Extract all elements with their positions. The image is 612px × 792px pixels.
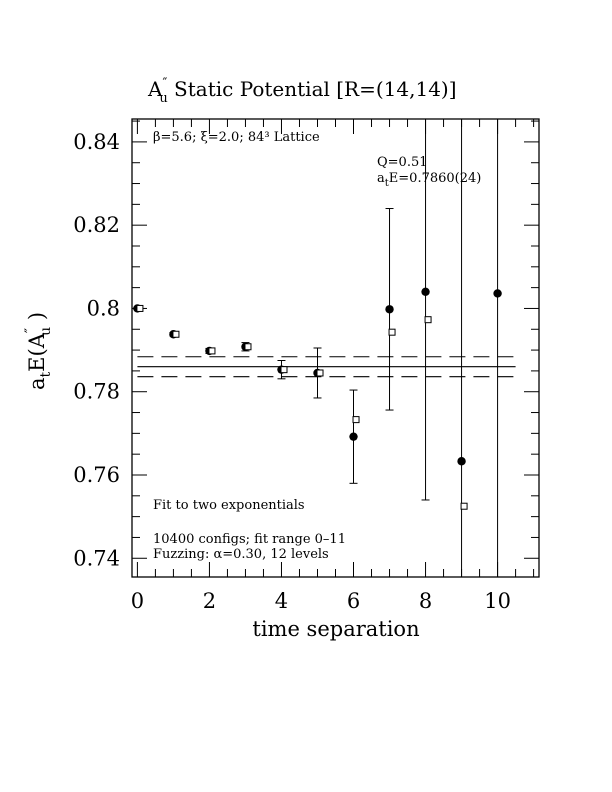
data-point-filled (421, 287, 430, 296)
x-tick-label: 6 (347, 589, 360, 613)
fuzzing-annotation: Fuzzing: α=0.30, 12 levels (153, 547, 329, 562)
chart-title: A″ u Static Potential [R=(14,14)] (147, 76, 457, 106)
data-point-open (208, 347, 216, 355)
data-point-open (316, 369, 324, 377)
data-point-open (352, 416, 360, 424)
data-point-filled (457, 457, 466, 466)
data-point-open (172, 330, 180, 338)
x-tick-label: 0 (131, 589, 144, 613)
lattice-annotation: β=5.6; ξ=2.0; 84³ Lattice (153, 130, 320, 145)
configs-annotation: 10400 configs; fit range 0–11 (153, 532, 346, 547)
y-tick-label: 0.76 (73, 463, 120, 487)
data-point-open (244, 343, 252, 351)
x-tick-label: 8 (419, 589, 432, 613)
y-tick-label: 0.8 (87, 296, 120, 320)
x-tick-label: 2 (203, 589, 216, 613)
energy-annotation: atE=0.7860(24) (377, 171, 481, 189)
x-axis-title: time separation (252, 617, 419, 641)
x-tick-label: 10 (484, 589, 511, 613)
fit-method-annotation: Fit to two exponentials (153, 498, 305, 513)
q-value-annotation: Q=0.51 (377, 155, 428, 170)
y-tick-label: 0.82 (73, 213, 120, 237)
y-tick-label: 0.78 (73, 380, 120, 404)
data-point-filled (349, 432, 358, 441)
y-axis-title: atE(A″u ) (23, 312, 54, 390)
y-tick-label: 0.84 (73, 130, 120, 154)
x-tick-label: 4 (275, 589, 288, 613)
data-point-open (424, 316, 432, 324)
data-point-filled (493, 289, 502, 298)
y-tick-label: 0.74 (73, 546, 120, 570)
plot-area: 0.74 0.76 0.78 0.8 0.82 0.84 0 2 4 6 8 10 (73, 119, 539, 613)
data-point-open (136, 304, 144, 312)
data-point-filled (385, 305, 394, 314)
data-point-open (460, 502, 468, 510)
data-point-open (280, 366, 288, 374)
data-point-open (388, 328, 396, 336)
plot-frame (131, 118, 540, 578)
